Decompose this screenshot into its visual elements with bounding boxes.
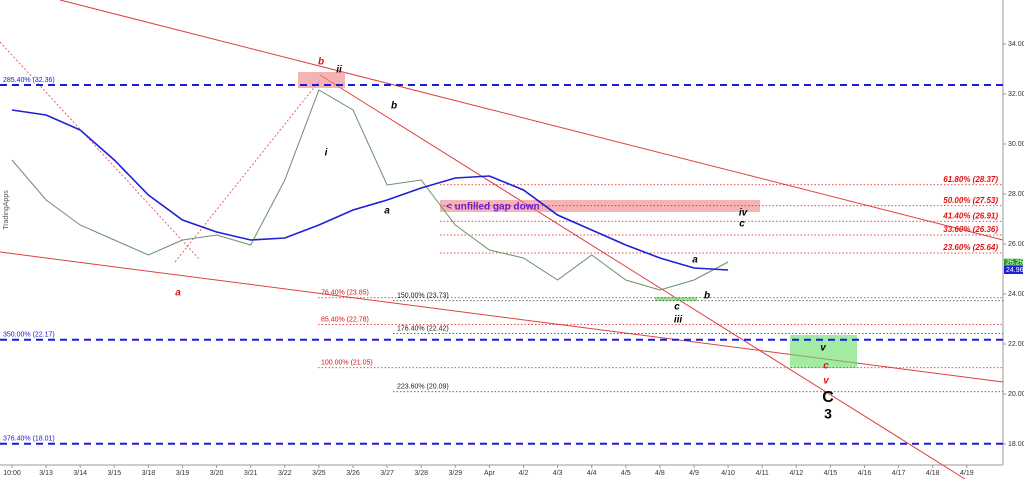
- level-label: 100.00% (21.05): [321, 360, 373, 367]
- level-label: 285.40% (32.36): [3, 77, 55, 84]
- gap-label: < unfilled gap down: [446, 202, 540, 213]
- wave-label: b: [318, 57, 324, 68]
- wave-label: v: [820, 343, 827, 354]
- x-tick-label: 4/18: [926, 470, 940, 477]
- level-label: 23.60% (25.64): [942, 243, 998, 252]
- x-tick-label: 3/18: [142, 470, 156, 477]
- trendline: [59, 0, 1004, 241]
- x-tick-label: Apr: [484, 470, 496, 477]
- price-badge-label: 24.96: [1006, 267, 1024, 274]
- annotations: b ii i b a a a b c iii iv c v c v C 3 < …: [175, 57, 834, 422]
- x-tick-label: 3/22: [278, 470, 292, 477]
- x-tick-label: 10:00: [3, 470, 21, 477]
- x-tick-label: 3/29: [448, 470, 462, 477]
- wave-label: b: [391, 101, 397, 112]
- level-label: 50.00% (27.53): [943, 196, 998, 205]
- x-tick-label: 4/8: [655, 470, 665, 477]
- peak-zone: [298, 72, 345, 88]
- price-badge-label: 25.25: [1006, 260, 1024, 267]
- wave-label: C: [822, 389, 834, 406]
- x-tick-label: 3/27: [380, 470, 394, 477]
- wave-label: iii: [674, 315, 683, 326]
- y-tick-label: 22.00: [1008, 341, 1024, 348]
- x-tick-label: 4/19: [960, 470, 974, 477]
- x-tick-label: 3/20: [210, 470, 224, 477]
- x-tick-label: 4/15: [824, 470, 838, 477]
- y-tick-label: 18.00: [1008, 441, 1024, 448]
- x-tick-label: 3/21: [244, 470, 258, 477]
- level-label: 85.40% (22.78): [321, 316, 369, 323]
- level-label: 150.00% (23.73): [397, 293, 449, 300]
- y-tick-label: 20.00: [1008, 391, 1024, 398]
- y-tick-label: 28.00: [1008, 191, 1024, 198]
- wave-label: a: [692, 255, 698, 266]
- watermark: TradingApps: [3, 190, 10, 230]
- trendline: [174, 79, 321, 263]
- trendline: [319, 74, 966, 479]
- x-tick-label: 4/2: [519, 470, 529, 477]
- wave-label: c: [823, 361, 829, 372]
- series-line: [11, 89, 729, 291]
- support-zone: [655, 297, 697, 301]
- x-tick-label: 4/11: [756, 470, 769, 477]
- level-label: 41.40% (26.91): [942, 211, 998, 220]
- wave-label: c: [739, 219, 745, 230]
- x-tick-label: 3/19: [176, 470, 190, 477]
- level-label: 61.80% (28.37): [943, 175, 998, 184]
- x-tick-label: 4/9: [689, 470, 699, 477]
- y-tick-label: 24.00: [1008, 291, 1024, 298]
- wave-label: 3: [824, 406, 832, 422]
- level-label: 223.60% (20.09): [397, 384, 449, 391]
- level-label: 376.40% (18.01): [3, 436, 55, 443]
- y-tick-label: 26.00: [1008, 241, 1024, 248]
- wave-label: i: [325, 148, 328, 159]
- x-tick-label: 4/12: [789, 470, 803, 477]
- x-tick-label: 4/10: [721, 470, 735, 477]
- x-tick-label: 3/28: [414, 470, 428, 477]
- x-tick-label: 4/3: [553, 470, 563, 477]
- level-label: 33.60% (26.36): [943, 225, 998, 234]
- wave-label: c: [674, 302, 680, 313]
- level-label: 76.40% (23.85): [321, 290, 369, 297]
- wave-label: b: [704, 291, 710, 302]
- level-label: 350.00% (22.17): [3, 332, 55, 339]
- trendline: [0, 41, 201, 261]
- x-tick-label: 4/4: [587, 470, 597, 477]
- gap-zone: [440, 200, 760, 212]
- wave-label: a: [175, 288, 181, 299]
- x-tick-label: 4/16: [858, 470, 872, 477]
- y-tick-label: 32.00: [1008, 91, 1024, 98]
- wave-label: ii: [336, 65, 342, 76]
- x-tick-label: 3/14: [73, 470, 87, 477]
- level-label: 176.40% (22.42): [397, 325, 449, 332]
- wave-label: a: [384, 206, 390, 217]
- y-tick-label: 30.00: [1008, 141, 1024, 148]
- x-tick-label: 3/15: [107, 470, 121, 477]
- y-tick-label: 34.00: [1008, 41, 1024, 48]
- price-badge: [1004, 266, 1023, 274]
- wave-label: iv: [739, 208, 749, 219]
- wave-label: v: [823, 376, 830, 387]
- x-tick-label: 4/17: [892, 470, 906, 477]
- x-tick-label: 3/26: [346, 470, 360, 477]
- x-tick-label: 3/13: [39, 470, 53, 477]
- x-tick-label: 3/25: [312, 470, 326, 477]
- x-tick-label: 4/5: [621, 470, 631, 477]
- price-badge: [1004, 258, 1023, 267]
- series-line: [11, 109, 729, 271]
